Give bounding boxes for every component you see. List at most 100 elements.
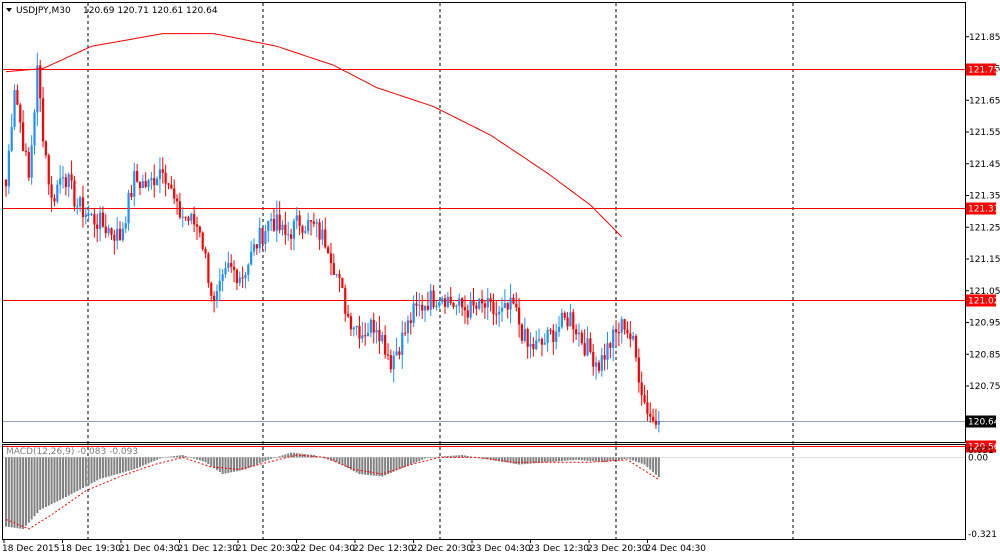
macd-bar (475, 457, 478, 458)
candle-body (67, 174, 70, 188)
candle-body (141, 181, 144, 189)
price-tick-label: 121.65 (969, 96, 1000, 106)
candle-body (181, 216, 184, 218)
candle-body (312, 221, 315, 224)
macd-bar (227, 457, 230, 473)
candle-body (589, 338, 592, 353)
candle-body (512, 297, 515, 304)
macd-bar (626, 457, 629, 459)
candle-body (44, 141, 48, 156)
candle-body (298, 215, 301, 227)
time-tick-label: 21 Dec 04:30 (119, 544, 180, 554)
candle-body (552, 330, 555, 343)
macd-bar (218, 457, 221, 473)
macd-bar (654, 457, 657, 475)
time-tick-label: 18 Dec 2015 (2, 544, 60, 554)
macd-bar (461, 455, 464, 458)
candle-body (98, 212, 102, 229)
level-label-bg (966, 294, 996, 307)
macd-bar (597, 457, 600, 462)
candle-body (375, 329, 378, 333)
level-label-bg (966, 440, 996, 453)
candle-body (73, 180, 76, 207)
candle-body (198, 226, 201, 233)
candle-body (472, 300, 475, 306)
macd-bar (195, 457, 198, 460)
candle-body (523, 329, 526, 341)
candle-body (278, 214, 281, 231)
candle-body (426, 305, 430, 310)
candle-body (458, 298, 461, 306)
candle-body (27, 152, 30, 178)
macd-bar (187, 456, 190, 458)
candle-body (158, 169, 162, 179)
macd-bar (93, 457, 96, 482)
candle-body (287, 234, 290, 236)
candle-body (344, 287, 347, 314)
candle-body (164, 172, 167, 184)
candle-body (532, 343, 535, 350)
time-tick-label: 22 Dec 12:30 (353, 544, 414, 554)
candle-body (22, 122, 25, 151)
candle-body (210, 283, 213, 296)
candle-body (39, 65, 42, 99)
macd-bar (364, 457, 367, 475)
macd-bar (107, 457, 110, 477)
macd-bar (600, 457, 603, 462)
macd-bar (22, 457, 25, 529)
macd-bar (409, 457, 412, 465)
macd-bar (90, 457, 93, 484)
macd-bar (352, 457, 355, 472)
macd-bar (483, 457, 486, 459)
candle-body (546, 329, 549, 343)
candle-body (500, 307, 504, 312)
macd-bar (501, 457, 504, 462)
candle-body (221, 274, 224, 281)
macd-bar (520, 457, 523, 465)
macd-bar (415, 457, 418, 463)
candle-body (258, 227, 261, 249)
macd-bar (575, 457, 578, 460)
macd-bar (615, 457, 618, 461)
candle-body (167, 183, 170, 185)
macd-bar (81, 457, 84, 488)
macd-bar (96, 457, 99, 481)
candle-body (489, 298, 492, 302)
dropdown-triangle-icon[interactable] (6, 8, 12, 12)
candle-body (369, 319, 372, 333)
candle-body (190, 213, 193, 221)
price-tick-label: 120.75 (969, 382, 1000, 392)
macd-bar (13, 457, 16, 528)
macd-bar (184, 455, 187, 458)
macd-bar (19, 457, 22, 529)
macd-bar (355, 457, 358, 473)
macd-bar (87, 457, 90, 485)
candle-body (295, 215, 298, 221)
macd-bar (632, 457, 635, 461)
macd-bar (150, 457, 153, 463)
candle-body (364, 335, 367, 337)
candle-body (118, 228, 122, 241)
macd-bar (290, 452, 293, 458)
macd-bar (640, 457, 643, 464)
macd-bar (7, 457, 10, 527)
macd-bar (281, 455, 284, 458)
macd-bar (429, 457, 432, 458)
candle-body (623, 319, 626, 330)
candle-body (161, 169, 164, 173)
macd-bar (572, 457, 575, 461)
macd-bar (412, 457, 415, 464)
macd-bar (558, 457, 561, 462)
macd-bar (329, 457, 332, 461)
macd-bar (278, 456, 281, 458)
macd-bar (56, 457, 59, 502)
macd-bar (612, 457, 615, 461)
candle-body (16, 90, 19, 105)
macd-bar (538, 457, 541, 463)
macd-bar (563, 457, 566, 461)
macd-bar (361, 457, 364, 475)
macd-bar (301, 453, 304, 458)
macd-bar (221, 457, 224, 475)
macd-bar (652, 457, 655, 473)
